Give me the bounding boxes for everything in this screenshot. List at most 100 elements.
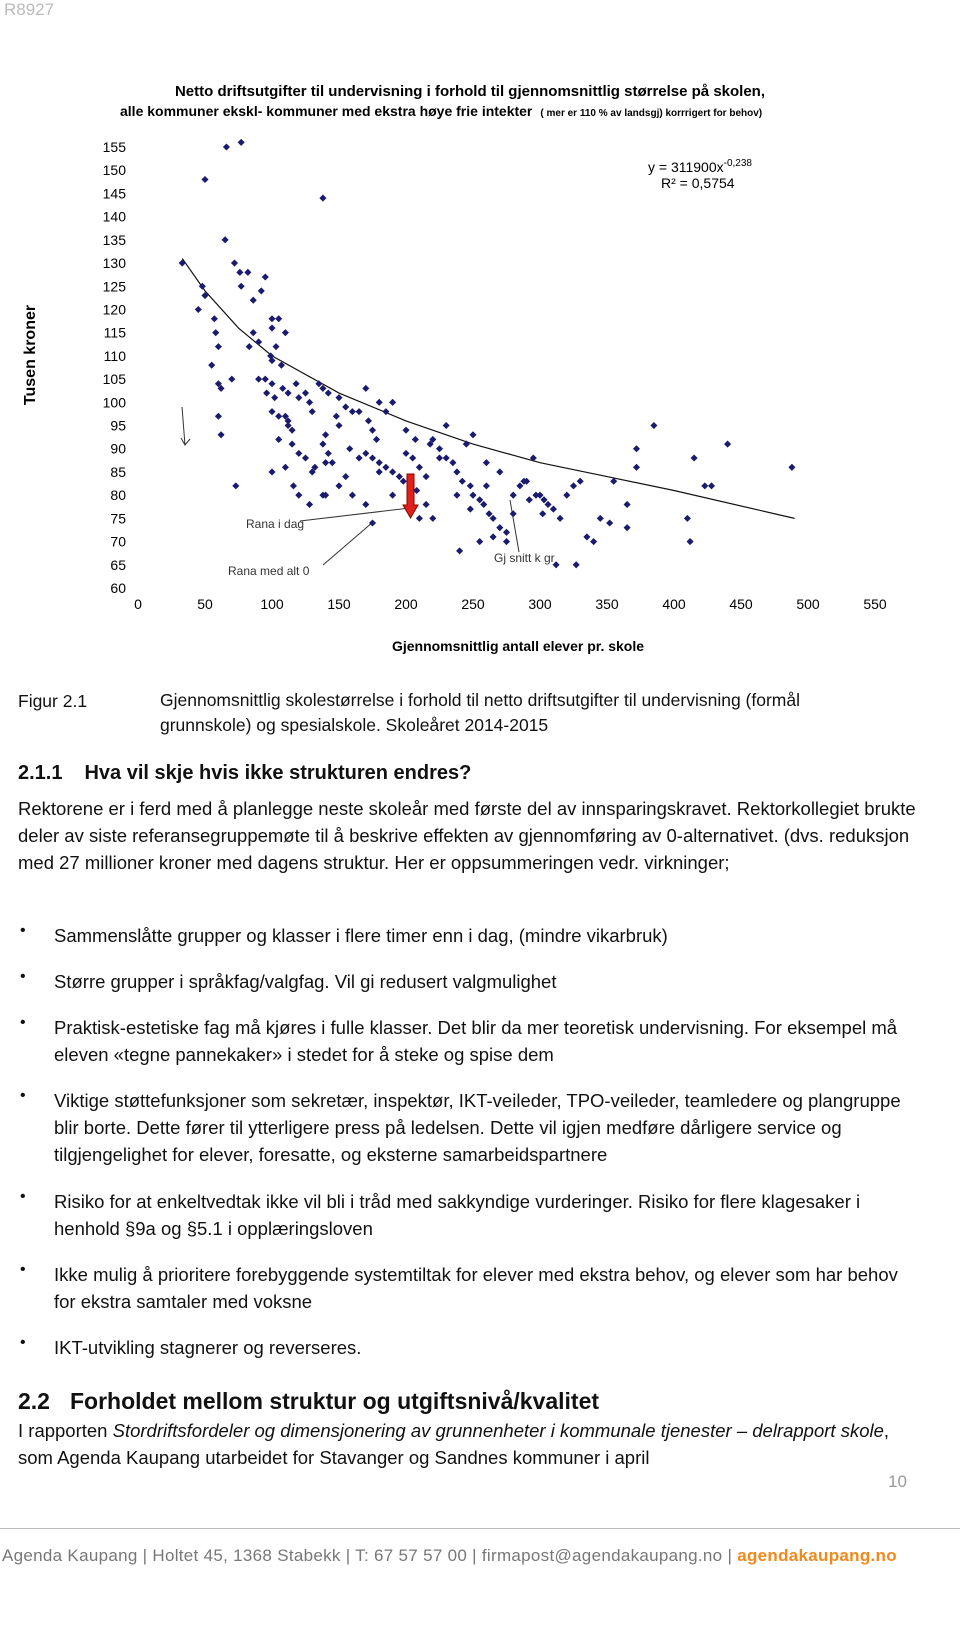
data-point [319,384,327,392]
data-point [268,324,276,332]
data-point [295,491,303,499]
data-point [569,482,578,490]
data-point [489,533,497,541]
data-point [217,384,225,392]
data-point [496,524,504,532]
data-point [267,352,275,360]
x-tick-label: 550 [863,596,887,612]
data-point [237,138,245,146]
data-point [268,380,276,388]
equation: y = 311900x-0,238 [648,158,752,175]
equation-base: y = 311900x [648,159,724,175]
data-point [255,338,263,346]
data-point [232,482,240,490]
data-point [362,500,370,508]
data-point [348,491,356,499]
data-point [311,463,319,471]
data-point [476,496,484,504]
bullet-text: Sammenslåtte grupper og klasser i flere … [54,925,668,946]
data-point [315,380,323,388]
y-tick-label: 140 [103,209,127,225]
data-point [632,463,641,471]
y-tick-label: 125 [103,278,127,294]
data-point [590,538,598,546]
y-tick-label: 110 [104,348,127,364]
data-point [435,445,444,453]
data-point [342,473,350,481]
data-point [305,500,314,508]
footer-rule [0,1528,960,1529]
data-point [496,468,504,476]
data-point [284,421,292,430]
data-point [249,329,257,337]
y-tick-label: 70 [110,534,126,550]
bullet-text: Ikke mulig å prioritere forebyggende sys… [54,1264,898,1312]
data-point [194,305,202,314]
bullet: • [20,1014,26,1031]
data-point [389,398,397,406]
data-point [295,394,303,402]
y-tick-label: 100 [103,394,127,410]
data-point [332,412,340,420]
data-point [328,459,336,467]
data-point [529,454,537,462]
data-point [701,482,709,490]
data-point [355,408,363,416]
y-tick-label: 60 [110,580,126,596]
data-point [214,380,222,388]
data-point [482,482,490,490]
y-tick-label: 130 [103,255,127,271]
heading-number: 2.1.1 [18,762,63,784]
y-tick-label: 120 [103,301,127,317]
data-point [288,440,296,448]
data-point [230,259,239,267]
data-point [277,361,285,369]
data-point [261,273,269,281]
chart-title: Netto driftsutgifter til undervisning i … [175,83,765,100]
data-point [275,435,283,443]
data-point [442,421,450,430]
data-point [319,194,327,202]
annotation-line [509,499,520,553]
data-point [272,343,280,351]
data-point [368,426,377,434]
heading: 2.1.1 Hva vil skje hvis ikke strukturen e… [18,762,471,785]
data-point [509,510,517,518]
data-point [650,421,658,430]
y-tick-label: 155 [103,139,127,155]
chart-title-part: alle kommuner ekskl- kommuner med ekstra… [120,103,533,119]
data-point [409,454,417,462]
data-point [228,375,236,383]
red-arrow [402,473,419,520]
data-point [268,315,276,323]
chart: Netto driftsutgifter til undervisning i … [22,83,887,654]
data-point [362,384,370,392]
bullet: • [20,922,26,939]
y-tick-label: 80 [110,487,126,503]
annotation-line [299,507,411,522]
annotation: Rana med alt 0 [228,564,310,578]
data-point [422,473,430,481]
data-point [284,417,292,425]
equation-exponent: -0,238 [724,158,753,169]
data-point [275,315,283,323]
data-point [301,454,310,462]
data-point [275,412,283,420]
page-number: 10 [888,1472,907,1491]
data-point [480,500,488,508]
data-point [305,398,314,406]
data-point [335,394,343,402]
trendline [181,258,795,519]
data-point [466,505,474,513]
data-point [279,384,287,392]
data-point [552,561,560,569]
data-point [212,329,220,337]
data-point [502,528,511,536]
bullet: • [20,1087,26,1104]
bullet-text: Praktisk-estetiske fag må kjøres i fulle… [54,1017,898,1065]
data-point [623,524,631,532]
data-point [583,533,591,541]
annotation-line [322,521,374,566]
data-point [449,459,457,467]
